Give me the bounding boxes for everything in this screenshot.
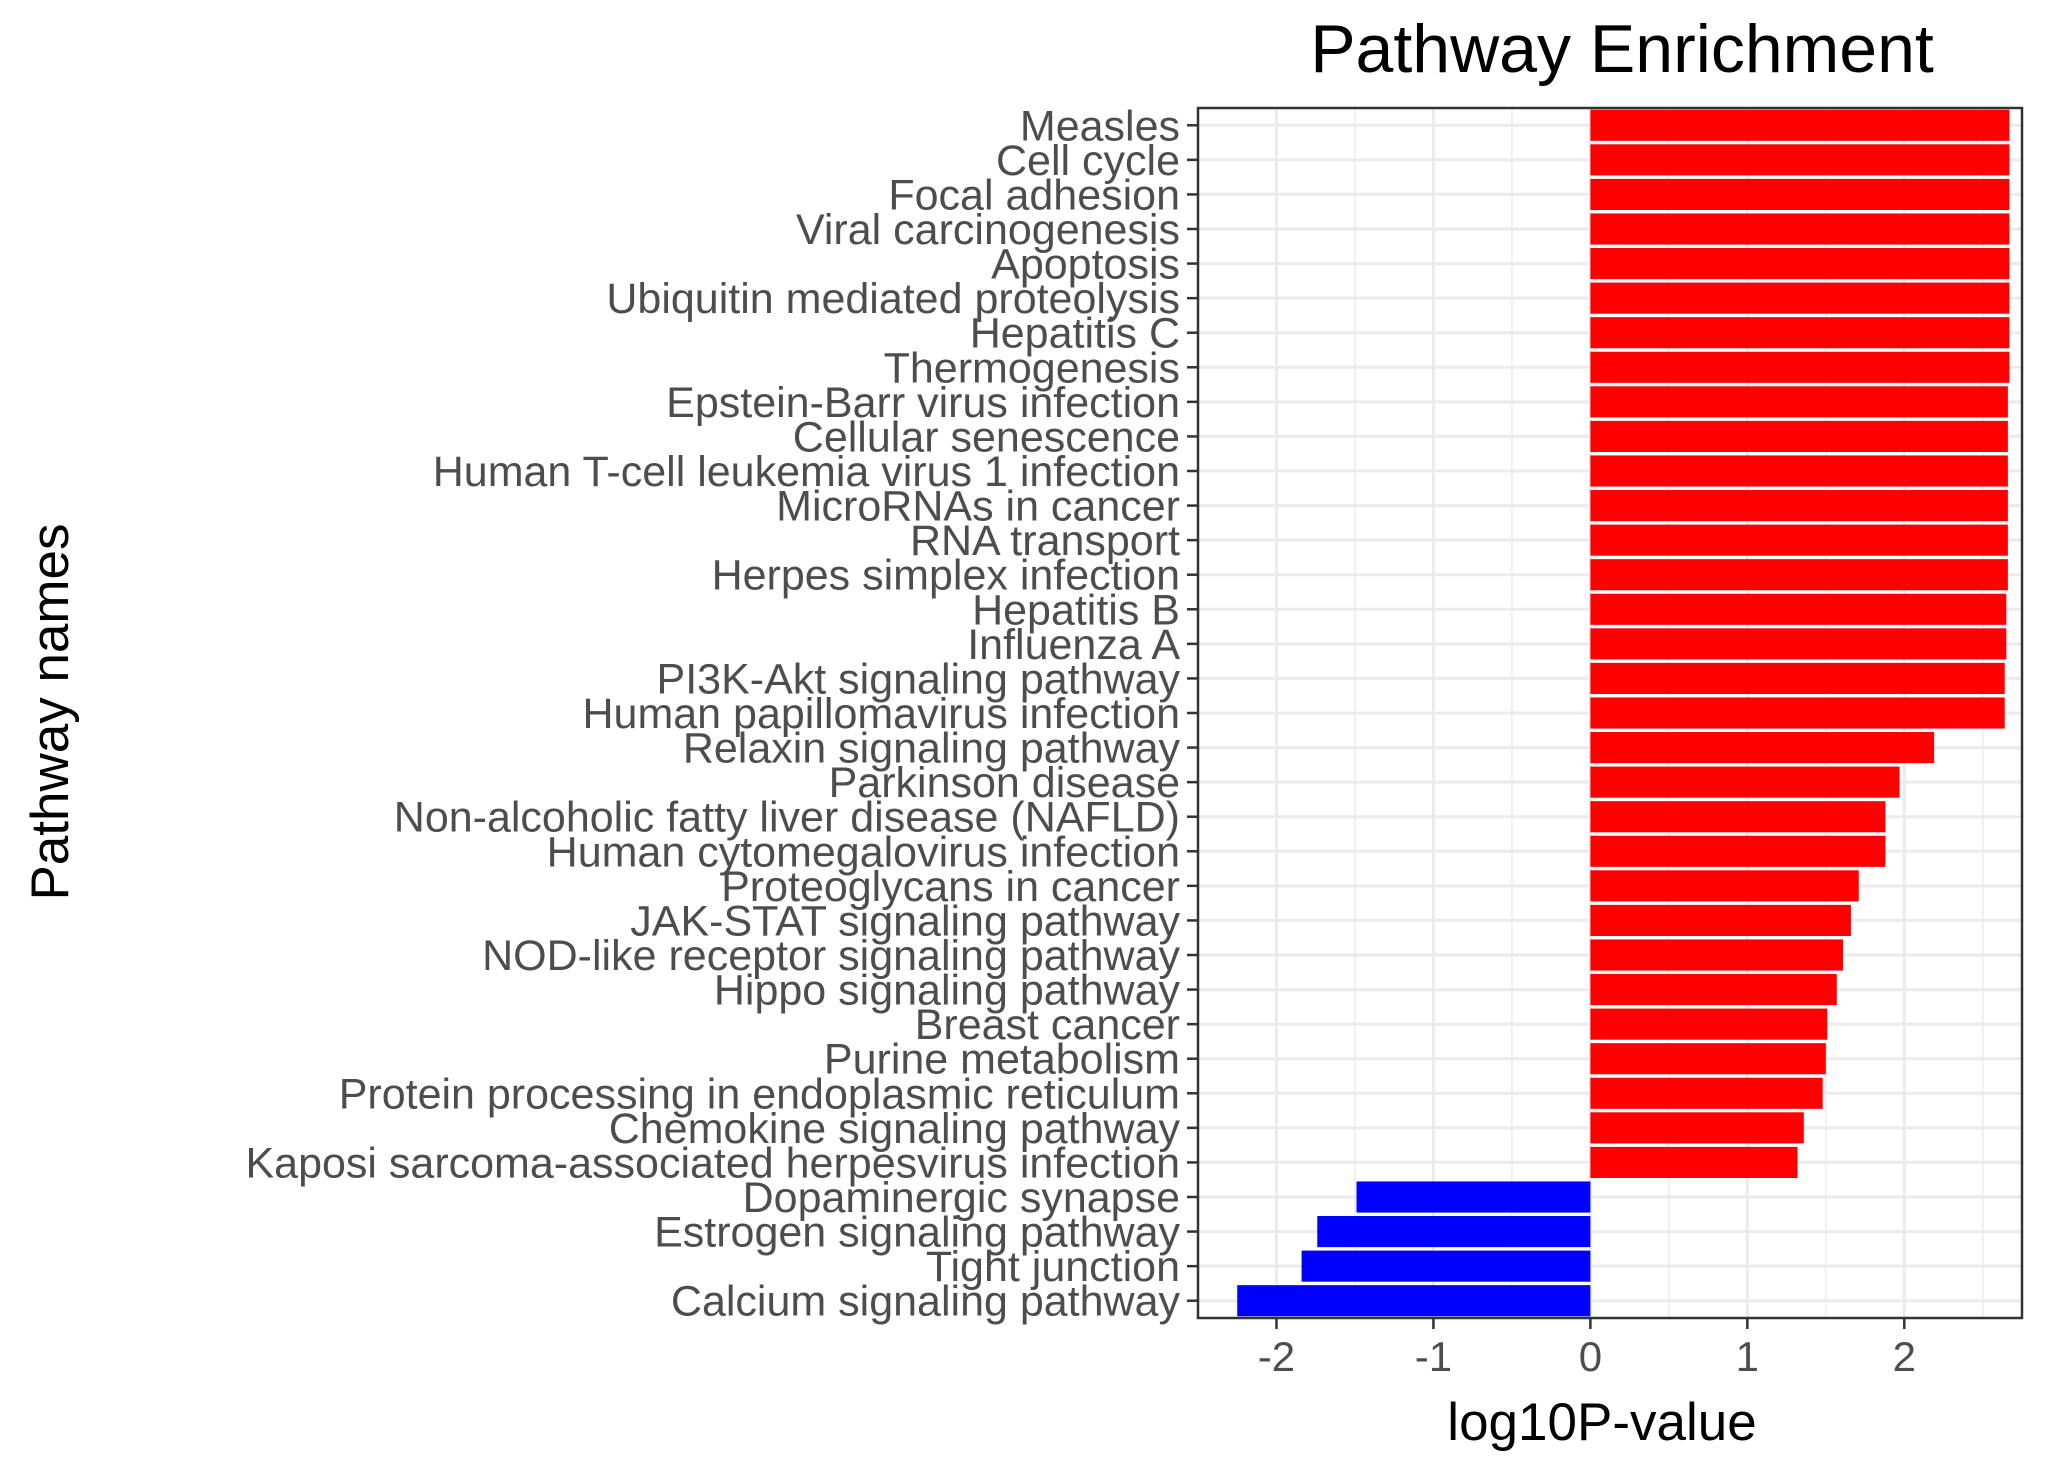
y-tick-label: Human T-cell leukemia virus 1 infection — [433, 448, 1180, 496]
y-tick-label: Hepatitis B — [972, 586, 1180, 634]
bar — [1590, 697, 2005, 729]
y-tick-label: Breast cancer — [915, 1001, 1180, 1049]
bar — [1590, 524, 2008, 556]
y-tick-label: Hepatitis C — [970, 310, 1180, 358]
bar — [1590, 628, 2007, 660]
bar — [1237, 1285, 1591, 1317]
y-tick-label: Dopaminergic synapse — [743, 1174, 1180, 1222]
bar — [1590, 1146, 1798, 1178]
bar — [1590, 835, 1886, 867]
bar — [1356, 1181, 1591, 1213]
bar — [1590, 248, 2010, 280]
y-tick-label: Hippo signaling pathway — [714, 967, 1181, 1015]
x-axis-tick-labels: -2 -1 0 1 2 — [1258, 1333, 1916, 1380]
bar — [1590, 144, 2010, 176]
y-tick-label: Cell cycle — [996, 137, 1180, 185]
y-axis-title: Pathway names — [21, 523, 80, 900]
y-tick-label: Human papillomavirus infection — [582, 690, 1180, 738]
y-tick-label: Cellular senescence — [793, 413, 1180, 461]
y-tick-label: Influenza A — [967, 621, 1180, 669]
bar — [1590, 386, 2008, 418]
y-tick-label: PI3K-Akt signaling pathway — [657, 655, 1181, 703]
y-tick-label: Kaposi sarcoma-associated herpesvirus in… — [245, 1139, 1180, 1187]
bar — [1590, 1043, 1826, 1075]
x-tick-label: 1 — [1736, 1333, 1759, 1380]
bar — [1590, 662, 2005, 694]
y-tick-label: Tight junction — [926, 1243, 1180, 1291]
y-tick-label: Herpes simplex infection — [712, 552, 1180, 600]
bar — [1590, 559, 2008, 591]
bar — [1590, 282, 2010, 314]
y-tick-label: NOD-like receptor signaling pathway — [482, 932, 1180, 980]
y-tick-label: Protein processing in endoplasmic reticu… — [339, 1070, 1180, 1118]
bar — [1590, 109, 2010, 141]
bar — [1590, 420, 2008, 452]
y-tick-label: RNA transport — [910, 517, 1180, 565]
bar — [1590, 732, 1935, 764]
x-tick-label: 0 — [1579, 1333, 1602, 1380]
y-tick-label: Chemokine signaling pathway — [609, 1105, 1181, 1153]
x-tick-label: -1 — [1415, 1333, 1452, 1380]
bar — [1317, 1216, 1591, 1248]
y-tick-label: Apoptosis — [991, 241, 1180, 289]
bar — [1590, 766, 1900, 798]
bar — [1301, 1250, 1591, 1282]
y-tick-label: Epstein-Barr virus infection — [666, 379, 1180, 427]
y-tick-label: Parkinson disease — [829, 759, 1180, 807]
bar — [1590, 351, 2010, 383]
x-axis-ticks — [1275, 1318, 1906, 1329]
chart-title: Pathway Enrichment — [1310, 11, 1934, 87]
y-tick-label: Relaxin signaling pathway — [683, 725, 1181, 773]
bar — [1590, 317, 2010, 349]
x-tick-label: -2 — [1258, 1333, 1295, 1380]
bar — [1590, 939, 1844, 971]
bar — [1590, 490, 2008, 522]
y-tick-label: Focal adhesion — [888, 171, 1180, 219]
y-tick-label: Calcium signaling pathway — [671, 1278, 1181, 1326]
bar — [1590, 974, 1837, 1006]
bar — [1590, 801, 1886, 833]
bar — [1590, 213, 2010, 245]
bar — [1590, 1008, 1828, 1040]
bars — [1237, 109, 2010, 1317]
y-tick-label: Thermogenesis — [884, 344, 1180, 392]
x-axis-title: log10P-value — [1447, 1393, 1756, 1452]
y-axis-ticks — [1187, 124, 1198, 1302]
y-tick-label: Measles — [1020, 102, 1180, 150]
bar — [1590, 870, 1859, 902]
y-tick-label: Non-alcoholic fatty liver disease (NAFLD… — [394, 794, 1180, 842]
bar — [1590, 1077, 1823, 1109]
bar — [1590, 904, 1851, 936]
y-tick-label: JAK-STAT signaling pathway — [630, 897, 1180, 945]
y-tick-label: Purine metabolism — [824, 1036, 1180, 1084]
bar — [1590, 1112, 1804, 1144]
y-tick-label: Viral carcinogenesis — [796, 206, 1180, 254]
bar — [1590, 455, 2008, 487]
y-tick-label: MicroRNAs in cancer — [776, 483, 1180, 531]
bar — [1590, 593, 2007, 625]
bar — [1590, 178, 2010, 210]
y-tick-label: Human cytomegalovirus infection — [547, 828, 1180, 876]
x-tick-label: 2 — [1893, 1333, 1916, 1380]
y-tick-label: Proteoglycans in cancer — [721, 863, 1180, 911]
y-tick-label: Estrogen signaling pathway — [654, 1209, 1180, 1257]
y-tick-label: Ubiquitin mediated proteolysis — [606, 275, 1180, 323]
